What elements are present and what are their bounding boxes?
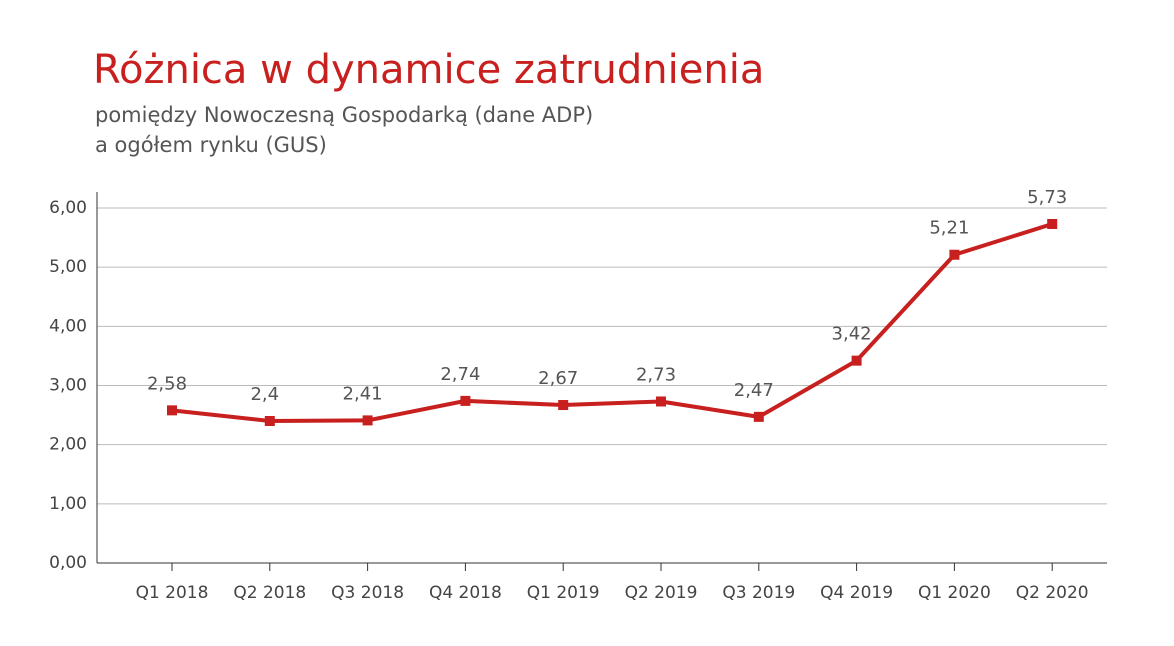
marker	[558, 400, 569, 411]
chart-title: Różnica w dynamice zatrudnienia	[93, 47, 764, 93]
marker	[460, 395, 471, 406]
x-tick-label: Q4 2019	[820, 583, 893, 603]
value-label: 3,42	[832, 324, 872, 345]
x-tick-label: Q2 2020	[1016, 583, 1089, 603]
value-label: 2,74	[440, 364, 480, 385]
value-label: 5,73	[1027, 187, 1067, 208]
marker	[949, 249, 960, 260]
x-tick-label: Q3 2018	[331, 583, 404, 603]
x-tick-label: Q3 2019	[722, 583, 795, 603]
marker	[753, 411, 764, 422]
marker	[1047, 218, 1058, 229]
y-tick-label: 3,00	[49, 376, 87, 396]
x-tick-label: Q2 2018	[233, 583, 306, 603]
x-tick-label: Q2 2019	[625, 583, 698, 603]
value-label: 2,58	[147, 373, 187, 394]
marker	[656, 396, 666, 407]
y-tick-label: 1,00	[49, 494, 87, 514]
line	[171, 222, 1053, 423]
x-tick-label: Q4 2018	[429, 583, 502, 603]
value-label: 2,47	[734, 380, 774, 401]
marker	[167, 405, 177, 416]
y-tick-label: 6,00	[49, 198, 87, 218]
value-label: 2,73	[636, 364, 676, 385]
marker	[851, 355, 862, 366]
x-tick-label: Q1 2020	[918, 583, 991, 603]
marker	[362, 415, 373, 426]
y-tick-label: 0,00	[49, 553, 87, 573]
x-tick-label: Q1 2019	[527, 583, 600, 603]
y-tick-label: 4,00	[49, 316, 87, 336]
value-label: 2,67	[538, 368, 578, 389]
x-tick-label: Q1 2018	[136, 583, 209, 603]
y-tick-label: 2,00	[49, 435, 87, 455]
chart-subtitle: pomiędzy Nowoczesną Gospodarką (dane ADP…	[95, 103, 593, 127]
chart-subtitle: a ogółem rynku (GUS)	[95, 133, 327, 157]
value-label: 2,4	[250, 384, 279, 405]
y-tick-label: 5,00	[49, 257, 87, 277]
value-label: 5,21	[929, 218, 969, 239]
marker	[264, 416, 275, 426]
value-label: 2,41	[343, 383, 383, 404]
